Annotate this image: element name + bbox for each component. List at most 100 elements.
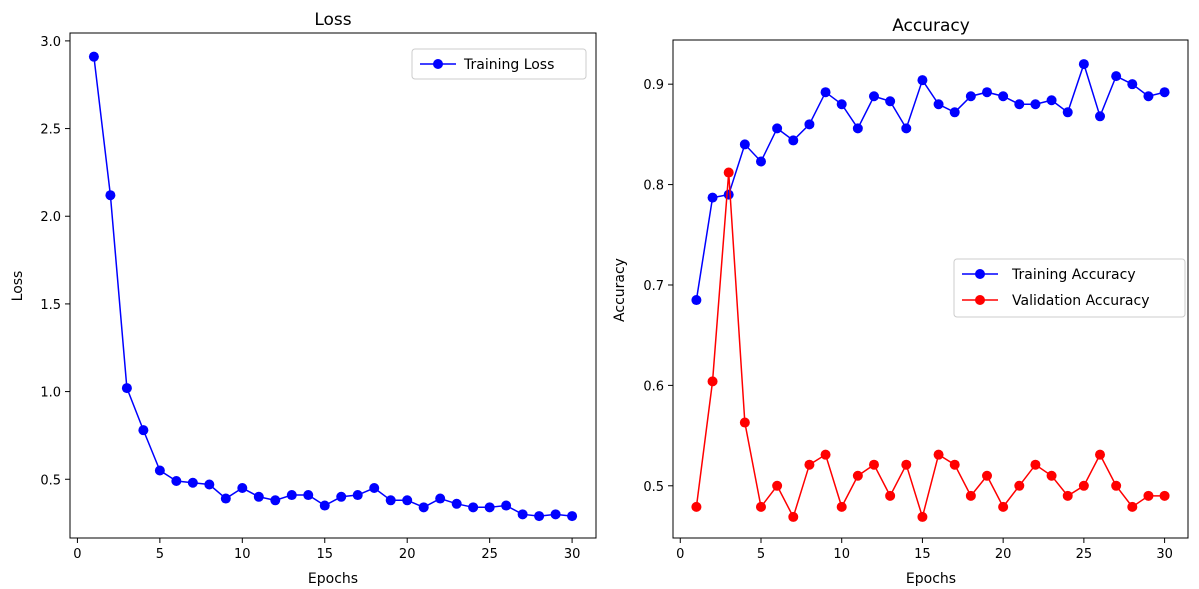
- loss-data-point-training-loss: [270, 495, 281, 506]
- accuracy-data-point-validation-accuracy: [998, 501, 1009, 512]
- accuracy-data-point-training-accuracy: [885, 96, 896, 107]
- loss-x-tick-label: 10: [234, 547, 251, 562]
- loss-data-point-training-loss: [319, 500, 330, 511]
- accuracy-data-point-validation-accuracy: [804, 459, 815, 470]
- loss-data-point-training-loss: [237, 483, 248, 494]
- accuracy-data-point-training-accuracy: [933, 99, 944, 110]
- accuracy-data-point-validation-accuracy: [820, 449, 831, 460]
- accuracy-data-point-training-accuracy: [998, 91, 1009, 102]
- accuracy-data-point-validation-accuracy: [707, 376, 718, 387]
- loss-data-point-training-loss: [451, 498, 462, 509]
- loss-data-point-training-loss: [501, 500, 512, 511]
- loss-data-point-training-loss: [435, 493, 446, 504]
- accuracy-legend-label-training-accuracy: Training Accuracy: [1011, 267, 1136, 283]
- accuracy-data-point-training-accuracy: [982, 87, 993, 98]
- loss-plot-frame: [69, 32, 597, 539]
- loss-data-point-training-loss: [220, 493, 231, 504]
- accuracy-data-point-validation-accuracy: [1143, 490, 1154, 501]
- loss-data-point-training-loss: [105, 190, 116, 201]
- accuracy-data-point-training-accuracy: [1030, 99, 1041, 110]
- accuracy-legend: Training Accuracy Validation Accuracy: [953, 258, 1186, 318]
- accuracy-y-tick-label: 0.9: [643, 78, 664, 93]
- loss-data-point-training-loss: [468, 502, 479, 513]
- accuracy-data-point-training-accuracy: [836, 99, 847, 110]
- accuracy-data-point-training-accuracy: [772, 123, 783, 134]
- accuracy-data-point-validation-accuracy: [868, 459, 879, 470]
- loss-data-point-training-loss: [352, 490, 363, 501]
- loss-data-point-training-loss: [369, 483, 380, 494]
- loss-chart: Loss Epochs Loss 0 5 10 15 20 25 30 0.5 1.0 1.5 2…: [10, 10, 597, 587]
- accuracy-data-point-validation-accuracy: [1046, 470, 1057, 481]
- accuracy-data-point-training-accuracy: [1111, 71, 1122, 82]
- accuracy-data-point-validation-accuracy: [1030, 459, 1041, 470]
- loss-data-point-training-loss: [88, 51, 99, 62]
- accuracy-data-point-training-accuracy: [949, 107, 960, 118]
- loss-x-tick-label: 0: [73, 547, 81, 562]
- accuracy-x-tick-label: 5: [757, 547, 765, 562]
- accuracy-data-point-validation-accuracy: [1159, 490, 1170, 501]
- accuracy-data-point-training-accuracy: [1143, 91, 1154, 102]
- loss-y-tick-label: 2.5: [40, 123, 61, 138]
- loss-data-point-training-loss: [484, 502, 495, 513]
- loss-legend-marker-training-loss: [433, 59, 443, 69]
- loss-data-point-training-loss: [534, 511, 545, 522]
- loss-legend-box: [411, 48, 587, 80]
- loss-data-point-training-loss: [550, 509, 561, 520]
- accuracy-data-point-training-accuracy: [820, 87, 831, 98]
- accuracy-data-point-validation-accuracy: [772, 480, 783, 491]
- accuracy-legend-marker-training-accuracy: [975, 269, 985, 279]
- loss-y-axis-label: Loss: [10, 271, 26, 302]
- accuracy-x-tick-label: 10: [833, 547, 850, 562]
- loss-data-point-training-loss: [336, 491, 347, 502]
- accuracy-data-point-training-accuracy: [1062, 107, 1073, 118]
- accuracy-data-point-training-accuracy: [804, 119, 815, 130]
- accuracy-y-tick-label: 0.6: [643, 379, 664, 394]
- accuracy-data-point-validation-accuracy: [755, 501, 766, 512]
- loss-y-tick-label: 0.5: [40, 473, 61, 488]
- accuracy-series: [691, 59, 1170, 522]
- loss-data-point-training-loss: [253, 491, 264, 502]
- accuracy-y-tick-label: 0.8: [643, 179, 664, 194]
- loss-x-tick-label: 20: [399, 547, 416, 562]
- accuracy-data-point-training-accuracy: [788, 135, 799, 146]
- accuracy-data-point-validation-accuracy: [885, 490, 896, 501]
- loss-data-point-training-loss: [286, 490, 297, 501]
- accuracy-y-tick-label: 0.5: [643, 480, 664, 495]
- accuracy-data-point-validation-accuracy: [933, 449, 944, 460]
- loss-y-ticks: 0.5 1.0 1.5 2.0 2.5 3.0: [40, 35, 70, 488]
- accuracy-data-point-validation-accuracy: [1078, 480, 1089, 491]
- accuracy-data-point-validation-accuracy: [982, 470, 993, 481]
- accuracy-data-point-training-accuracy: [965, 91, 976, 102]
- accuracy-y-ticks: 0.5 0.6 0.7 0.8 0.9: [643, 78, 673, 495]
- accuracy-data-point-training-accuracy: [1078, 59, 1089, 70]
- loss-data-point-training-loss: [418, 502, 429, 513]
- loss-data-point-training-loss: [385, 495, 396, 506]
- loss-data-point-training-loss: [204, 479, 215, 490]
- accuracy-data-point-training-accuracy: [901, 123, 912, 134]
- accuracy-data-point-training-accuracy: [1095, 111, 1106, 122]
- accuracy-data-point-training-accuracy: [739, 139, 750, 150]
- accuracy-series-line-training-accuracy: [695, 61, 1165, 301]
- loss-legend: Training Loss: [411, 48, 587, 80]
- accuracy-data-point-training-accuracy: [723, 189, 734, 200]
- accuracy-data-point-training-accuracy: [1046, 95, 1057, 106]
- accuracy-x-tick-label: 30: [1156, 547, 1173, 562]
- accuracy-chart: Accuracy Epochs Accuracy 0 5 10 15 20 25 30 0.…: [612, 16, 1189, 587]
- accuracy-data-point-validation-accuracy: [965, 490, 976, 501]
- accuracy-x-ticks: 0 5 10 15 20 25 30: [676, 538, 1173, 562]
- accuracy-data-point-validation-accuracy: [788, 511, 799, 522]
- loss-y-tick-label: 1.0: [40, 386, 61, 401]
- accuracy-legend-marker-validation-accuracy: [975, 295, 985, 305]
- accuracy-data-point-validation-accuracy: [901, 459, 912, 470]
- loss-data-point-training-loss: [567, 511, 578, 522]
- accuracy-data-point-training-accuracy: [755, 156, 766, 167]
- accuracy-data-point-training-accuracy: [1127, 79, 1138, 90]
- loss-x-tick-label: 25: [481, 547, 498, 562]
- accuracy-data-point-validation-accuracy: [1111, 480, 1122, 491]
- loss-data-point-training-loss: [303, 490, 314, 501]
- accuracy-data-point-training-accuracy: [868, 91, 879, 102]
- loss-data-point-training-loss: [138, 425, 149, 436]
- accuracy-data-point-validation-accuracy: [852, 470, 863, 481]
- accuracy-x-axis-label: Epochs: [906, 571, 956, 587]
